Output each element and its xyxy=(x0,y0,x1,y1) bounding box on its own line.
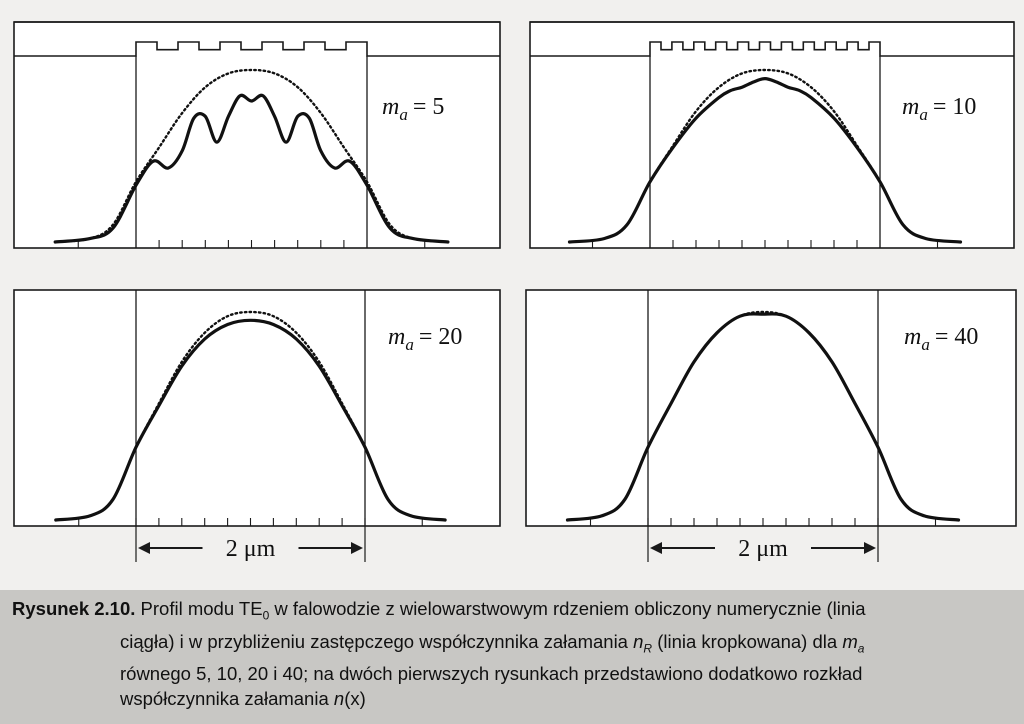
panel-label: ma = 5 xyxy=(382,94,444,124)
series-effective-index xyxy=(54,68,450,244)
series-effective-index xyxy=(566,310,960,522)
panel-frame xyxy=(529,21,1015,249)
panel-ma-10: ma = 10 xyxy=(529,21,1015,249)
scale-bar: 2 μm xyxy=(647,526,879,562)
series-effective-index xyxy=(54,310,447,522)
arrowhead-left-icon xyxy=(650,542,662,554)
arrowhead-right-icon xyxy=(864,542,876,554)
caption-line-2: ciągła) i w przybliżeniu zastępczego wsp… xyxy=(120,630,865,656)
panel-frame xyxy=(13,289,501,527)
index-profile xyxy=(14,41,500,57)
figure-caption: Rysunek 2.10. Profil modu TE0 w falowodz… xyxy=(12,596,1014,711)
arrowhead-left-icon xyxy=(138,542,150,554)
scale-bar-label: 2 μm xyxy=(738,536,788,562)
index-profile xyxy=(530,41,1014,57)
caption-line-3: równego 5, 10, 20 i 40; na dwóch pierwsz… xyxy=(120,663,863,685)
caption-box xyxy=(0,590,1024,724)
panel-label: ma = 10 xyxy=(902,94,976,124)
caption-line-4: współczynnika załamania n(x) xyxy=(120,688,366,710)
caption-line-1: Rysunek 2.10. Profil modu TE0 w falowodz… xyxy=(12,598,866,623)
panel-ma-20: ma = 20 2 μm xyxy=(13,289,501,562)
figure-panels: ma = 5 ma = 10 ma = 20 2 μm ma = 40 2 μm xyxy=(13,21,1017,562)
arrowhead-right-icon xyxy=(351,542,363,554)
panel-label: ma = 40 xyxy=(904,324,978,354)
panel-label: ma = 20 xyxy=(388,324,462,354)
series-effective-index xyxy=(568,68,962,244)
panel-frame xyxy=(525,289,1017,527)
panel-frame xyxy=(13,21,501,249)
scale-bar: 2 μm xyxy=(135,526,366,562)
panel-ma-40: ma = 40 2 μm xyxy=(525,289,1017,562)
caption-lead: Rysunek 2.10. xyxy=(12,598,136,619)
panel-ma-5: ma = 5 xyxy=(13,21,501,249)
series-numerical xyxy=(53,93,450,244)
scale-bar-label: 2 μm xyxy=(226,536,276,562)
